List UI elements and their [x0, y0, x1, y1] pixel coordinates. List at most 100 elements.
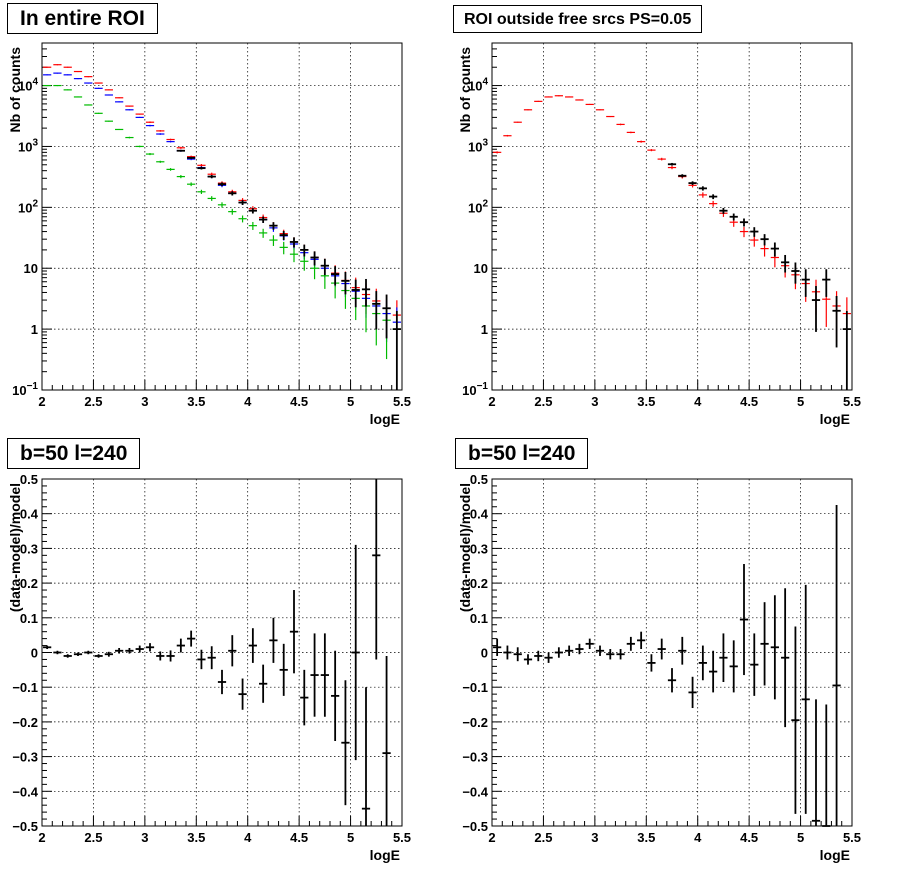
data-point: [248, 208, 257, 214]
x-tick-label: 3: [591, 394, 598, 409]
x-tick-label: 2: [488, 394, 495, 409]
data-point: [513, 121, 522, 123]
x-tick-label: 4.5: [290, 394, 308, 409]
data-point: [575, 643, 584, 655]
y-tick-label: −0.5: [12, 819, 38, 834]
data-point: [269, 235, 278, 246]
y-axis-label: (data-model)/model: [457, 483, 473, 612]
y-tick-label: 0.5: [470, 472, 488, 487]
data-point: [53, 84, 62, 87]
data-point: [341, 271, 350, 295]
data-point: [667, 166, 677, 170]
data-point: [647, 149, 656, 152]
data-point: [791, 626, 800, 814]
x-axis-label: logE: [820, 847, 850, 863]
data-point: [63, 66, 72, 68]
data-point: [63, 74, 72, 76]
y-tick-label: −0.1: [12, 680, 38, 695]
data-point: [341, 680, 350, 806]
x-axis-ticks: [491, 380, 853, 390]
data-point: [647, 654, 656, 672]
data-point: [207, 646, 216, 670]
data-point: [115, 101, 124, 103]
data-point: [187, 182, 196, 187]
x-tick-label: 2.5: [84, 394, 102, 409]
data-point: [228, 635, 237, 667]
data-point: [176, 175, 185, 179]
y-axis-label: Nb of counts: [7, 47, 23, 133]
data-point: [739, 564, 749, 676]
data-point: [228, 208, 237, 215]
data-point: [238, 200, 247, 206]
data-point: [94, 112, 103, 114]
data-point: [279, 241, 288, 255]
panel-title-top-left: In entire ROI: [7, 3, 158, 34]
y-tick-label: 104: [18, 77, 38, 94]
data-point: [94, 654, 103, 658]
x-tick-label: 5: [347, 394, 354, 409]
data-point: [616, 123, 625, 126]
panel-title-bottom-left: b=50 l=240: [7, 438, 141, 469]
x-tick-label: 2.5: [84, 830, 102, 845]
x-tick-label: 2.5: [534, 394, 552, 409]
y-tick-label: 103: [18, 137, 38, 154]
data-point: [207, 196, 216, 201]
data-point: [187, 156, 196, 159]
data-point: [166, 140, 175, 143]
y-tick-label: 103: [468, 137, 488, 154]
data-point: [115, 128, 124, 131]
x-tick-label: 2.5: [534, 830, 552, 845]
data-point: [361, 278, 371, 307]
data-point: [259, 228, 268, 238]
data-point: [104, 94, 113, 96]
data-point: [145, 153, 155, 156]
data-point: [534, 100, 543, 102]
data-point: [248, 628, 257, 663]
data-point: [678, 636, 687, 665]
series-0: [493, 95, 851, 364]
x-tick-label: 4: [244, 830, 252, 845]
y-axis-ticks: [42, 478, 52, 827]
panel-title-top-right: ROI outside free srcs PS=0.05: [453, 5, 703, 33]
data-point: [43, 74, 52, 76]
data-point: [616, 649, 625, 660]
x-tick-label: 5: [797, 394, 804, 409]
x-tick-label: 3.5: [187, 394, 205, 409]
x-axis-ticks: [41, 816, 403, 826]
data-point: [493, 151, 502, 154]
data-point: [822, 269, 831, 297]
y-tick-label: −0.5: [462, 819, 488, 834]
data-point: [565, 645, 574, 656]
grid-lines: [492, 43, 852, 390]
chart-panel-1: 2 2.5 3 3.5 4 4.5 5 5.5 10−1 1 10 102 103 104 logE Nb o…: [457, 42, 861, 427]
data-point: [135, 645, 144, 653]
x-tick-label: 3: [591, 830, 598, 845]
data-point: [197, 649, 206, 670]
data-point: [145, 121, 155, 124]
data-point: [534, 650, 543, 662]
data-point: [238, 215, 247, 223]
y-tick-label: 0.3: [470, 541, 488, 556]
data-point: [104, 120, 113, 122]
data-point: [279, 230, 288, 241]
data-point: [392, 311, 401, 390]
data-point: [145, 643, 155, 652]
x-tick-label: 4.5: [740, 830, 758, 845]
data-point: [300, 244, 309, 257]
y-tick-label: 0.5: [20, 472, 38, 487]
data-point: [331, 650, 340, 741]
series-0: [43, 64, 401, 352]
data-point: [156, 133, 165, 135]
x-tick-label: 4: [694, 830, 702, 845]
y-axis-label: (data-model)/model: [7, 483, 23, 612]
data-point: [729, 640, 738, 693]
data-point: [279, 643, 288, 696]
data-point: [832, 505, 841, 826]
series-3: [176, 149, 401, 390]
grid-lines: [492, 479, 852, 826]
grid-lines: [42, 479, 402, 826]
data-point: [53, 72, 62, 74]
y-tick-label: 0: [481, 646, 488, 661]
data-point: [135, 116, 144, 118]
data-point: [125, 105, 134, 107]
